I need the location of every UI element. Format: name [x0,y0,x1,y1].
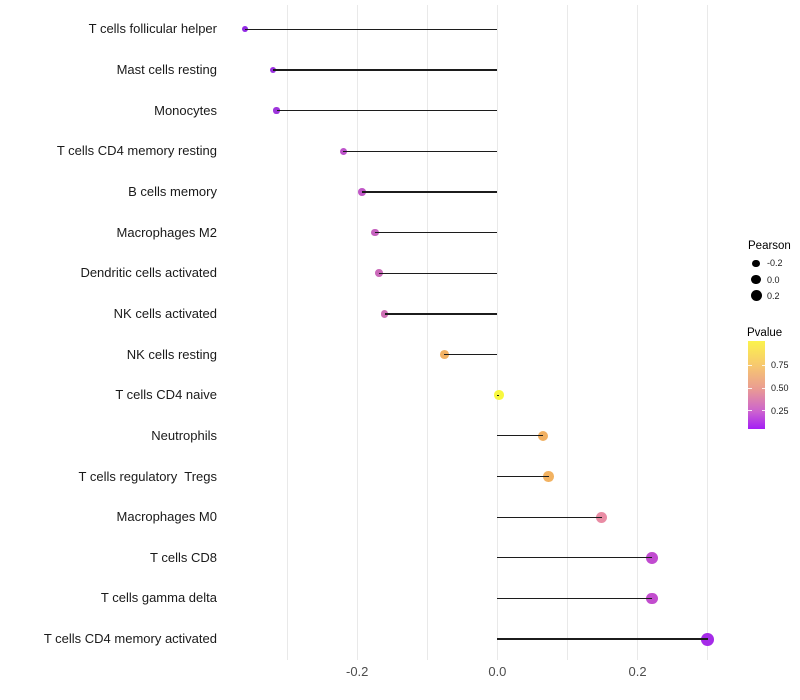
colorbar-tick-label: 0.50 [771,383,789,394]
category-label: B cells memory [128,183,217,199]
gridline [567,5,568,660]
category-label: Neutrophils [151,427,217,443]
category-label: NK cells resting [126,346,217,362]
gridline [426,5,428,660]
colorbar-tick-notch [761,387,765,389]
colorbar-tick-notch [761,364,765,366]
legend-size-label: 0.2 [767,290,780,301]
lollipop-stick [273,69,498,71]
gridline [496,5,498,660]
lollipop-stick [362,191,498,193]
data-point [701,632,715,646]
category-label: Macrophages M0 [116,509,217,525]
category-label: Macrophages M2 [116,224,217,240]
colorbar-tick-label: 0.75 [771,360,789,371]
category-label: NK cells activated [113,305,217,321]
legend-pvalue-title: Pvalue [747,327,783,339]
category-label: T cells CD4 memory resting [56,143,217,159]
gridline [286,5,288,660]
data-point [269,66,277,74]
data-point [339,147,347,155]
lollipop-stick [497,475,549,478]
legend-size-label: -0.2 [767,258,783,269]
data-point [375,269,383,278]
legend-size-dot [751,274,761,285]
lollipop-stick [497,435,543,437]
data-point [370,228,379,237]
lollipop-stick [384,313,498,315]
lollipop-stick [245,28,498,30]
x-tick-label: -0.2 [345,664,369,679]
lollipop-stick [343,150,498,152]
data-point [596,511,608,523]
legend: Pearson -0.2 0.0 0.2 Pvalue 0.75 0.50 0.25 [735,238,800,448]
colorbar-tick-notch [748,410,752,412]
category-label: Monocytes [154,102,217,118]
data-point [273,107,280,114]
category-label: Dendritic cells activated [80,265,217,281]
x-tick-label: 0.0 [488,664,507,679]
lollipop-stick [374,231,498,234]
lollipop-stick [497,516,602,518]
lollipop-stick [497,557,652,559]
data-point [494,390,504,400]
lollipop-stick [497,597,653,600]
data-point [380,309,389,318]
colorbar-tick-label: 0.25 [771,405,789,416]
gridline [637,5,639,660]
gridline [356,5,358,660]
legend-size-label: 0.0 [767,274,780,285]
category-label: T cells follicular helper [88,21,217,37]
lollipop-stick [276,109,498,112]
legend-colorbar-gradient [748,341,765,429]
y-axis-labels: T cells follicular helper Mast cells rest… [0,0,217,700]
category-label: T cells gamma delta [100,590,217,606]
category-label: T cells CD4 naive [115,387,217,403]
colorbar-tick-notch [748,364,752,366]
category-label: T cells CD8 [150,549,217,565]
colorbar-tick-notch [761,410,765,412]
colorbar-tick-notch [748,387,752,389]
gridline [707,5,709,660]
data-point [242,26,248,33]
lollipop-stick [497,638,708,640]
lollipop-stick [444,353,498,356]
lollipop-stick [497,394,499,396]
category-label: Mast cells resting [116,61,217,77]
legend-size-dot [752,259,760,267]
data-point [646,592,659,605]
category-label: T cells CD4 memory activated [43,631,217,647]
category-label: T cells regulatory Tregs [78,468,217,484]
legend-pearson-title: Pearson [748,240,791,252]
data-point [537,430,549,441]
x-tick-label: 0.2 [628,664,647,679]
legend-size-dot [750,290,762,302]
lollipop-stick [378,272,498,274]
